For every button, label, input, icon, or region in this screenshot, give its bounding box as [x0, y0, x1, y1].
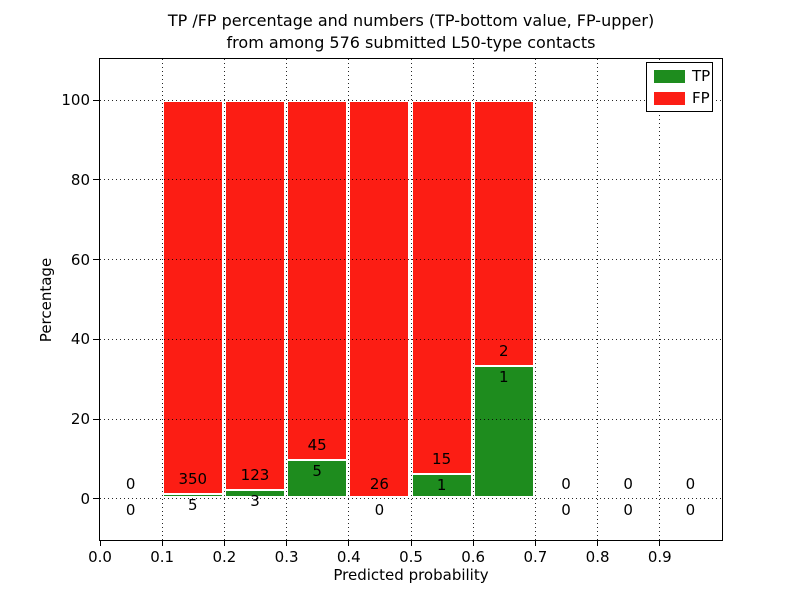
- x-tick: [659, 540, 661, 546]
- tp-count-label: 0: [125, 501, 136, 520]
- y-tick: [93, 179, 99, 181]
- x-tick-label: 0.0: [88, 548, 112, 566]
- tp-bar: [286, 458, 349, 499]
- y-tick-label: 60: [70, 250, 90, 269]
- fp-count-label: 123: [240, 465, 270, 484]
- x-tick: [597, 540, 599, 546]
- x-gridline: [659, 58, 661, 540]
- x-tick: [223, 540, 225, 546]
- tp-count-label: 5: [188, 495, 198, 514]
- plot-area: 0 0 350 5 123 3 45 5 26 0 15 1 2 1 0 0 0 0 0 0: [98, 57, 723, 541]
- tp-count-label: 3: [250, 491, 260, 510]
- y-tick-label: 20: [70, 410, 90, 429]
- x-tick-label: 0.8: [585, 548, 610, 566]
- fp-count-label: 0: [623, 475, 633, 494]
- legend-entry-fp: FP: [654, 88, 712, 107]
- x-tick: [99, 540, 101, 546]
- x-tick-label: 0.9: [647, 548, 672, 566]
- x-gridline: [597, 58, 599, 540]
- y-tick-label: 80: [70, 170, 90, 189]
- y-tick: [93, 259, 99, 261]
- x-tick-label: 0.2: [212, 548, 237, 566]
- fp-count-label: 45: [307, 435, 327, 454]
- fp-count-label: 0: [561, 475, 571, 494]
- y-tick-label: 0: [80, 489, 90, 508]
- x-tick: [286, 540, 288, 546]
- y-tick-label: 100: [61, 91, 90, 110]
- chart-title: TP /FP percentage and numbers (TP-bottom…: [100, 10, 722, 54]
- fp-bar: [223, 99, 287, 499]
- y-tick: [93, 99, 99, 101]
- y-tick: [93, 338, 99, 340]
- tp-count-label: 0: [623, 501, 633, 520]
- x-tick-label: 0.7: [523, 548, 548, 566]
- chart-title-line1: TP /FP percentage and numbers (TP-bottom…: [167, 11, 655, 30]
- x-tick-label: 0.6: [461, 548, 486, 566]
- x-axis-label: Predicted probability: [333, 566, 489, 584]
- tp-bar: [161, 492, 224, 499]
- tp-count-label: 1: [499, 368, 509, 387]
- fp-count-label: 2: [499, 342, 509, 361]
- fp-bar: [286, 99, 349, 499]
- fp-count-label: 0: [685, 475, 696, 494]
- x-tick: [410, 540, 412, 546]
- fp-bar: [348, 99, 411, 499]
- fp-count-label: 26: [369, 475, 389, 494]
- legend: TP FP: [646, 62, 713, 112]
- x-tick-label: 0.3: [274, 548, 299, 566]
- tp-bar: [410, 473, 473, 499]
- tp-count-label: 1: [436, 476, 447, 495]
- fp-count-label: 0: [125, 475, 136, 494]
- chart-title-line2: from among 576 submitted L50-type contac…: [226, 33, 596, 52]
- x-tick-label: 0.4: [336, 548, 361, 566]
- x-tick: [161, 540, 163, 546]
- x-gridline: [286, 58, 288, 540]
- y-tick-label: 40: [70, 330, 90, 349]
- x-tick-label: 0.1: [150, 548, 175, 566]
- legend-swatch-tp-icon: [654, 69, 685, 83]
- x-tick: [534, 540, 536, 546]
- y-tick: [93, 418, 99, 420]
- legend-entry-tp: TP: [654, 66, 712, 85]
- tp-bar: [472, 365, 535, 499]
- legend-swatch-fp-icon: [654, 91, 685, 105]
- tp-count-label: 0: [561, 501, 571, 520]
- x-gridline: [161, 58, 163, 540]
- x-gridline: [410, 58, 412, 540]
- x-tick-label: 0.5: [399, 548, 423, 566]
- legend-label-tp: TP: [692, 66, 711, 85]
- fp-bar: [161, 99, 224, 499]
- fp-bar: [410, 99, 473, 499]
- fp-count-label: 15: [432, 450, 452, 469]
- x-gridline: [472, 58, 474, 540]
- tp-count-label: 5: [312, 461, 322, 480]
- legend-label-fp: FP: [692, 88, 710, 107]
- plot-inner: 0 0 350 5 123 3 45 5 26 0 15 1 2 1 0 0 0 0 0 0: [99, 58, 722, 540]
- x-gridline: [223, 58, 225, 540]
- x-tick: [348, 540, 350, 546]
- x-tick: [472, 540, 474, 546]
- tp-count-label: 0: [374, 501, 385, 520]
- x-gridline: [534, 58, 536, 540]
- fp-count-label: 350: [178, 469, 208, 488]
- tp-count-label: 0: [685, 501, 696, 520]
- y-tick: [93, 498, 99, 500]
- x-gridline: [348, 58, 350, 540]
- tp-bar: [223, 488, 287, 499]
